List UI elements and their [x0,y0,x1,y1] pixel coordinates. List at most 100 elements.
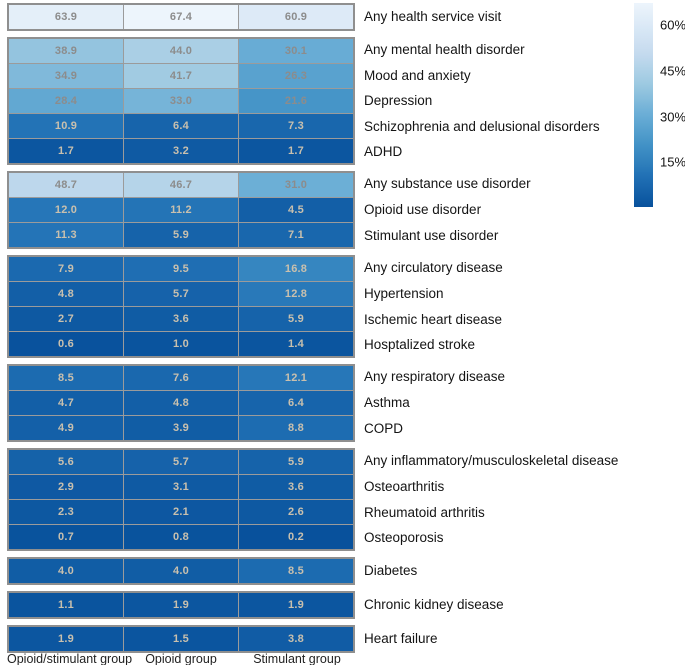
heatmap-cell: 2.7 [9,307,123,331]
heatmap-row: 8.5 7.6 12.1 [9,366,353,390]
row-label-column: Any mental health disorder Mood and anxie… [355,37,600,165]
heatmap-cell: 16.8 [239,257,353,281]
row-label: ADHD [364,144,403,160]
heatmap-cell: 6.4 [239,391,353,415]
row-label: Osteoporosis [364,530,444,546]
heatmap-row: 1.1 1.9 1.9 [9,593,353,617]
row-label-column: Any respiratory disease Asthma COPD [355,364,505,442]
heatmap-cell: 7.6 [124,366,238,390]
condition-group-row: 63.9 67.4 60.9 Any health service visit [7,3,618,31]
heatmap-cell: 5.7 [124,450,238,474]
heatmap-row: 5.6 5.7 5.9 [9,450,353,474]
heatmap-cell: 0.8 [124,525,238,549]
row-label: Any mental health disorder [364,42,525,58]
heatmap-cell: 48.7 [9,173,123,197]
x-axis-label: Stimulant group [253,652,341,665]
heatmap-cell: 5.9 [239,307,353,331]
heatmap-cell: 4.8 [124,391,238,415]
row-label: Depression [364,93,433,109]
heatmap-cell: 1.0 [124,332,238,356]
heatmap-cell: 38.9 [9,39,123,63]
heatmap-cell: 28.4 [9,89,123,113]
heatmap-cell: 41.7 [124,64,238,88]
heatmap-cell: 5.7 [124,282,238,306]
heatmap-cell: 8.8 [239,416,353,440]
heatmap-cell: 2.3 [9,500,123,524]
condition-group-row: 4.0 4.0 8.5 Diabetes [7,557,618,585]
heatmap-cell: 11.3 [9,223,123,247]
legend-tick-label: 15% [660,154,685,170]
heatmap-cell: 3.6 [124,307,238,331]
heatmap-cell: 67.4 [124,5,238,29]
heatmap-cell: 7.1 [239,223,353,247]
row-label: Mood and anxiety [364,67,471,83]
x-axis-label: Opioid/stimulant group [7,652,133,665]
heatmap-row: 38.9 44.0 30.1 [9,39,353,63]
heatmap-group-block: 1.1 1.9 1.9 [7,591,355,619]
heatmap-cell: 1.9 [9,627,123,651]
heatmap-cell: 8.5 [9,366,123,390]
row-label-column: Heart failure [355,625,438,653]
row-label: Any circulatory disease [364,260,503,276]
heatmap-cell: 5.6 [9,450,123,474]
heatmap-row: 10.9 6.4 7.3 [9,114,353,138]
row-label: Hosptalized stroke [364,337,476,353]
heatmap-cell: 12.8 [239,282,353,306]
row-label: Any respiratory disease [364,369,506,385]
row-label: Ischemic heart disease [364,311,503,327]
heatmap-cell: 3.8 [239,627,353,651]
heatmap-cell: 4.5 [239,198,353,222]
x-axis-label: Opioid group [145,652,217,665]
row-label: Rheumatoid arthritis [364,504,485,520]
heatmap-row: 12.0 11.2 4.5 [9,198,353,222]
heatmap-cell: 0.7 [9,525,123,549]
heatmap-cell: 1.1 [9,593,123,617]
row-label: COPD [364,421,404,437]
heatmap-cell: 0.2 [239,525,353,549]
x-axis-labels: Opioid/stimulant group Opioid group Stimul… [7,652,355,665]
heatmap-group-block: 1.9 1.5 3.8 [7,625,355,653]
condition-group-row: 7.9 9.5 16.8 4.8 5.7 12.8 2.7 3.6 5.9 0.6 1.0 1.4 An… [7,255,618,358]
legend-gradient-bar [634,3,653,207]
heatmap-cell: 2.9 [9,475,123,499]
heatmap-row: 63.9 67.4 60.9 [9,5,353,29]
row-label: Diabetes [364,563,418,579]
heatmap-row: 0.7 0.8 0.2 [9,525,353,549]
heatmap-group-block: 5.6 5.7 5.9 2.9 3.1 3.6 2.3 2.1 2.6 0.7 0.8 0.2 [7,448,355,551]
heatmap-cell: 6.4 [124,114,238,138]
heatmap-row: 2.3 2.1 2.6 [9,500,353,524]
heatmap-cell: 10.9 [9,114,123,138]
heatmap-group-block: 7.9 9.5 16.8 4.8 5.7 12.8 2.7 3.6 5.9 0.6 1.0 1.4 [7,255,355,358]
heatmap-group-block: 8.5 7.6 12.1 4.7 4.8 6.4 4.9 3.9 8.8 [7,364,355,442]
heatmap-cell: 4.9 [9,416,123,440]
heatmap-cell: 9.5 [124,257,238,281]
heatmap-cell: 7.3 [239,114,353,138]
row-label-column: Diabetes [355,557,417,585]
heatmap-group-block: 4.0 4.0 8.5 [7,557,355,585]
row-label: Osteoarthritis [364,478,445,494]
heatmap-cell: 4.8 [9,282,123,306]
heatmap-cell: 46.7 [124,173,238,197]
heatmap-cell: 7.9 [9,257,123,281]
heatmap-cell: 34.9 [9,64,123,88]
heatmap-row: 4.7 4.8 6.4 [9,391,353,415]
row-label: Any substance use disorder [364,176,531,192]
heatmap-cell: 8.5 [239,559,353,583]
heatmap-cell: 4.7 [9,391,123,415]
condition-group-row: 5.6 5.7 5.9 2.9 3.1 3.6 2.3 2.1 2.6 0.7 0.8 0.2 Any … [7,448,618,551]
heatmap-cell: 1.9 [239,593,353,617]
heatmap-cell: 12.0 [9,198,123,222]
heatmap-cell: 3.9 [124,416,238,440]
heatmap-cell: 26.3 [239,64,353,88]
condition-group-row: 1.9 1.5 3.8 Heart failure [7,625,618,653]
heatmap-cell: 2.6 [239,500,353,524]
heatmap-cell: 4.0 [124,559,238,583]
row-label-column: Chronic kidney disease [355,591,504,619]
condition-group-row: 8.5 7.6 12.1 4.7 4.8 6.4 4.9 3.9 8.8 Any respirat… [7,364,618,442]
heatmap-cell: 33.0 [124,89,238,113]
heatmap-cell: 60.9 [239,5,353,29]
heatmap-cell: 1.5 [124,627,238,651]
legend-tick-label: 30% [660,109,685,125]
heatmap-cell: 11.2 [124,198,238,222]
